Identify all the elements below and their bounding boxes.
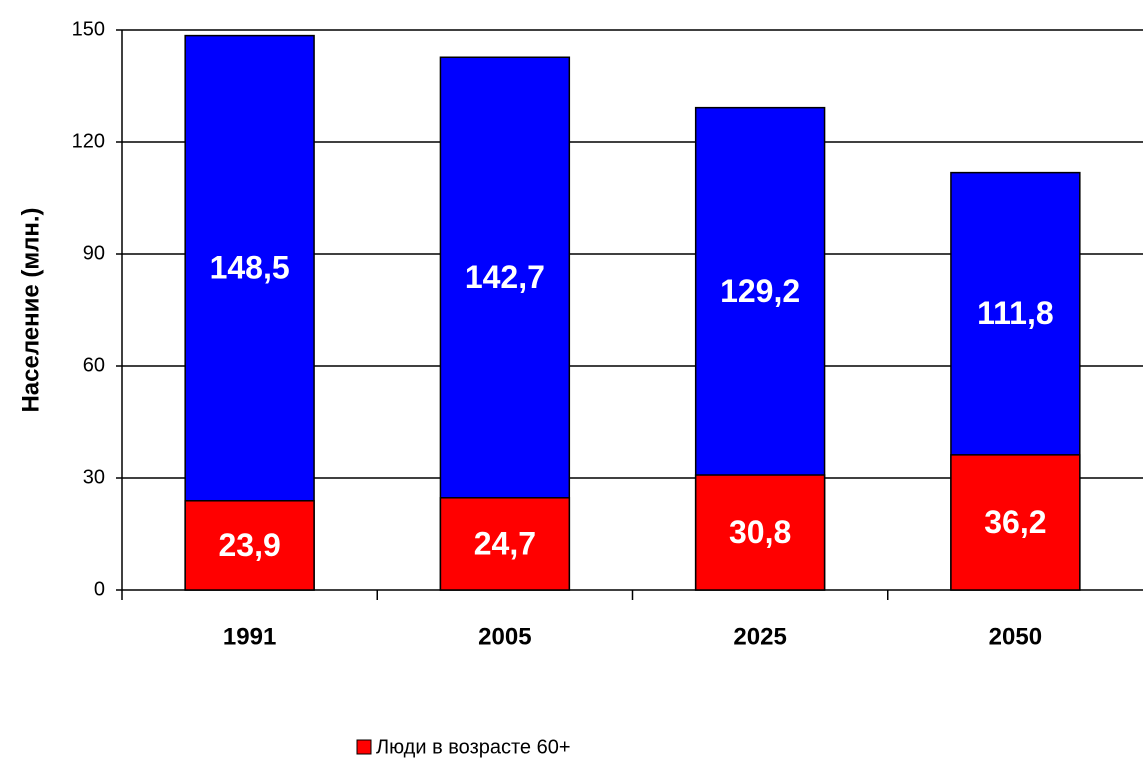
y-tick-label: 120 [72, 130, 105, 152]
data-label: 24,7 [474, 525, 536, 561]
y-tick-label: 60 [83, 354, 105, 376]
data-label: 111,8 [977, 295, 1054, 331]
data-label: 36,2 [984, 504, 1046, 540]
data-label: 129,2 [720, 273, 800, 309]
bar [694, 474, 826, 591]
bar [950, 454, 1081, 591]
y-tick-label: 90 [83, 242, 105, 264]
x-tick-label: 2050 [989, 623, 1042, 650]
y-axis-title: Население (млн.) [17, 207, 44, 412]
data-label: 148,5 [210, 250, 290, 286]
y-tick-label: 30 [83, 466, 105, 488]
data-label: 23,9 [218, 527, 280, 563]
legend-swatch [356, 739, 372, 755]
y-tick-label: 0 [94, 578, 105, 600]
bar [439, 497, 571, 591]
bar [184, 34, 315, 591]
data-label: 142,7 [465, 259, 545, 295]
x-tick-label: 2025 [733, 623, 786, 650]
legend-label: Люди в возрасте 60+ [376, 736, 571, 758]
y-tick-label: 150 [72, 18, 105, 40]
x-tick-label: 1991 [223, 623, 276, 650]
x-tick-label: 2005 [478, 623, 531, 650]
data-label: 30,8 [729, 514, 791, 550]
bar [184, 500, 315, 591]
